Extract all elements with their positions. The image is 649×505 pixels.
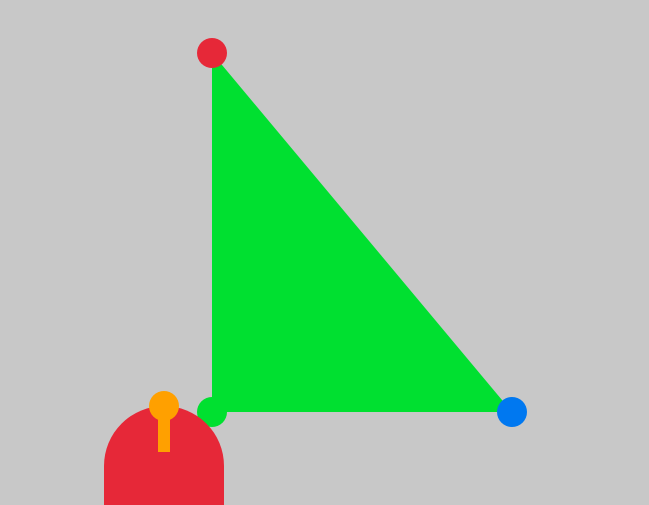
bottom-right-vertex-handle[interactable] (497, 397, 527, 427)
cursor-knob (149, 391, 179, 421)
top-vertex-handle[interactable] (197, 38, 227, 68)
green-triangle[interactable] (212, 53, 512, 412)
